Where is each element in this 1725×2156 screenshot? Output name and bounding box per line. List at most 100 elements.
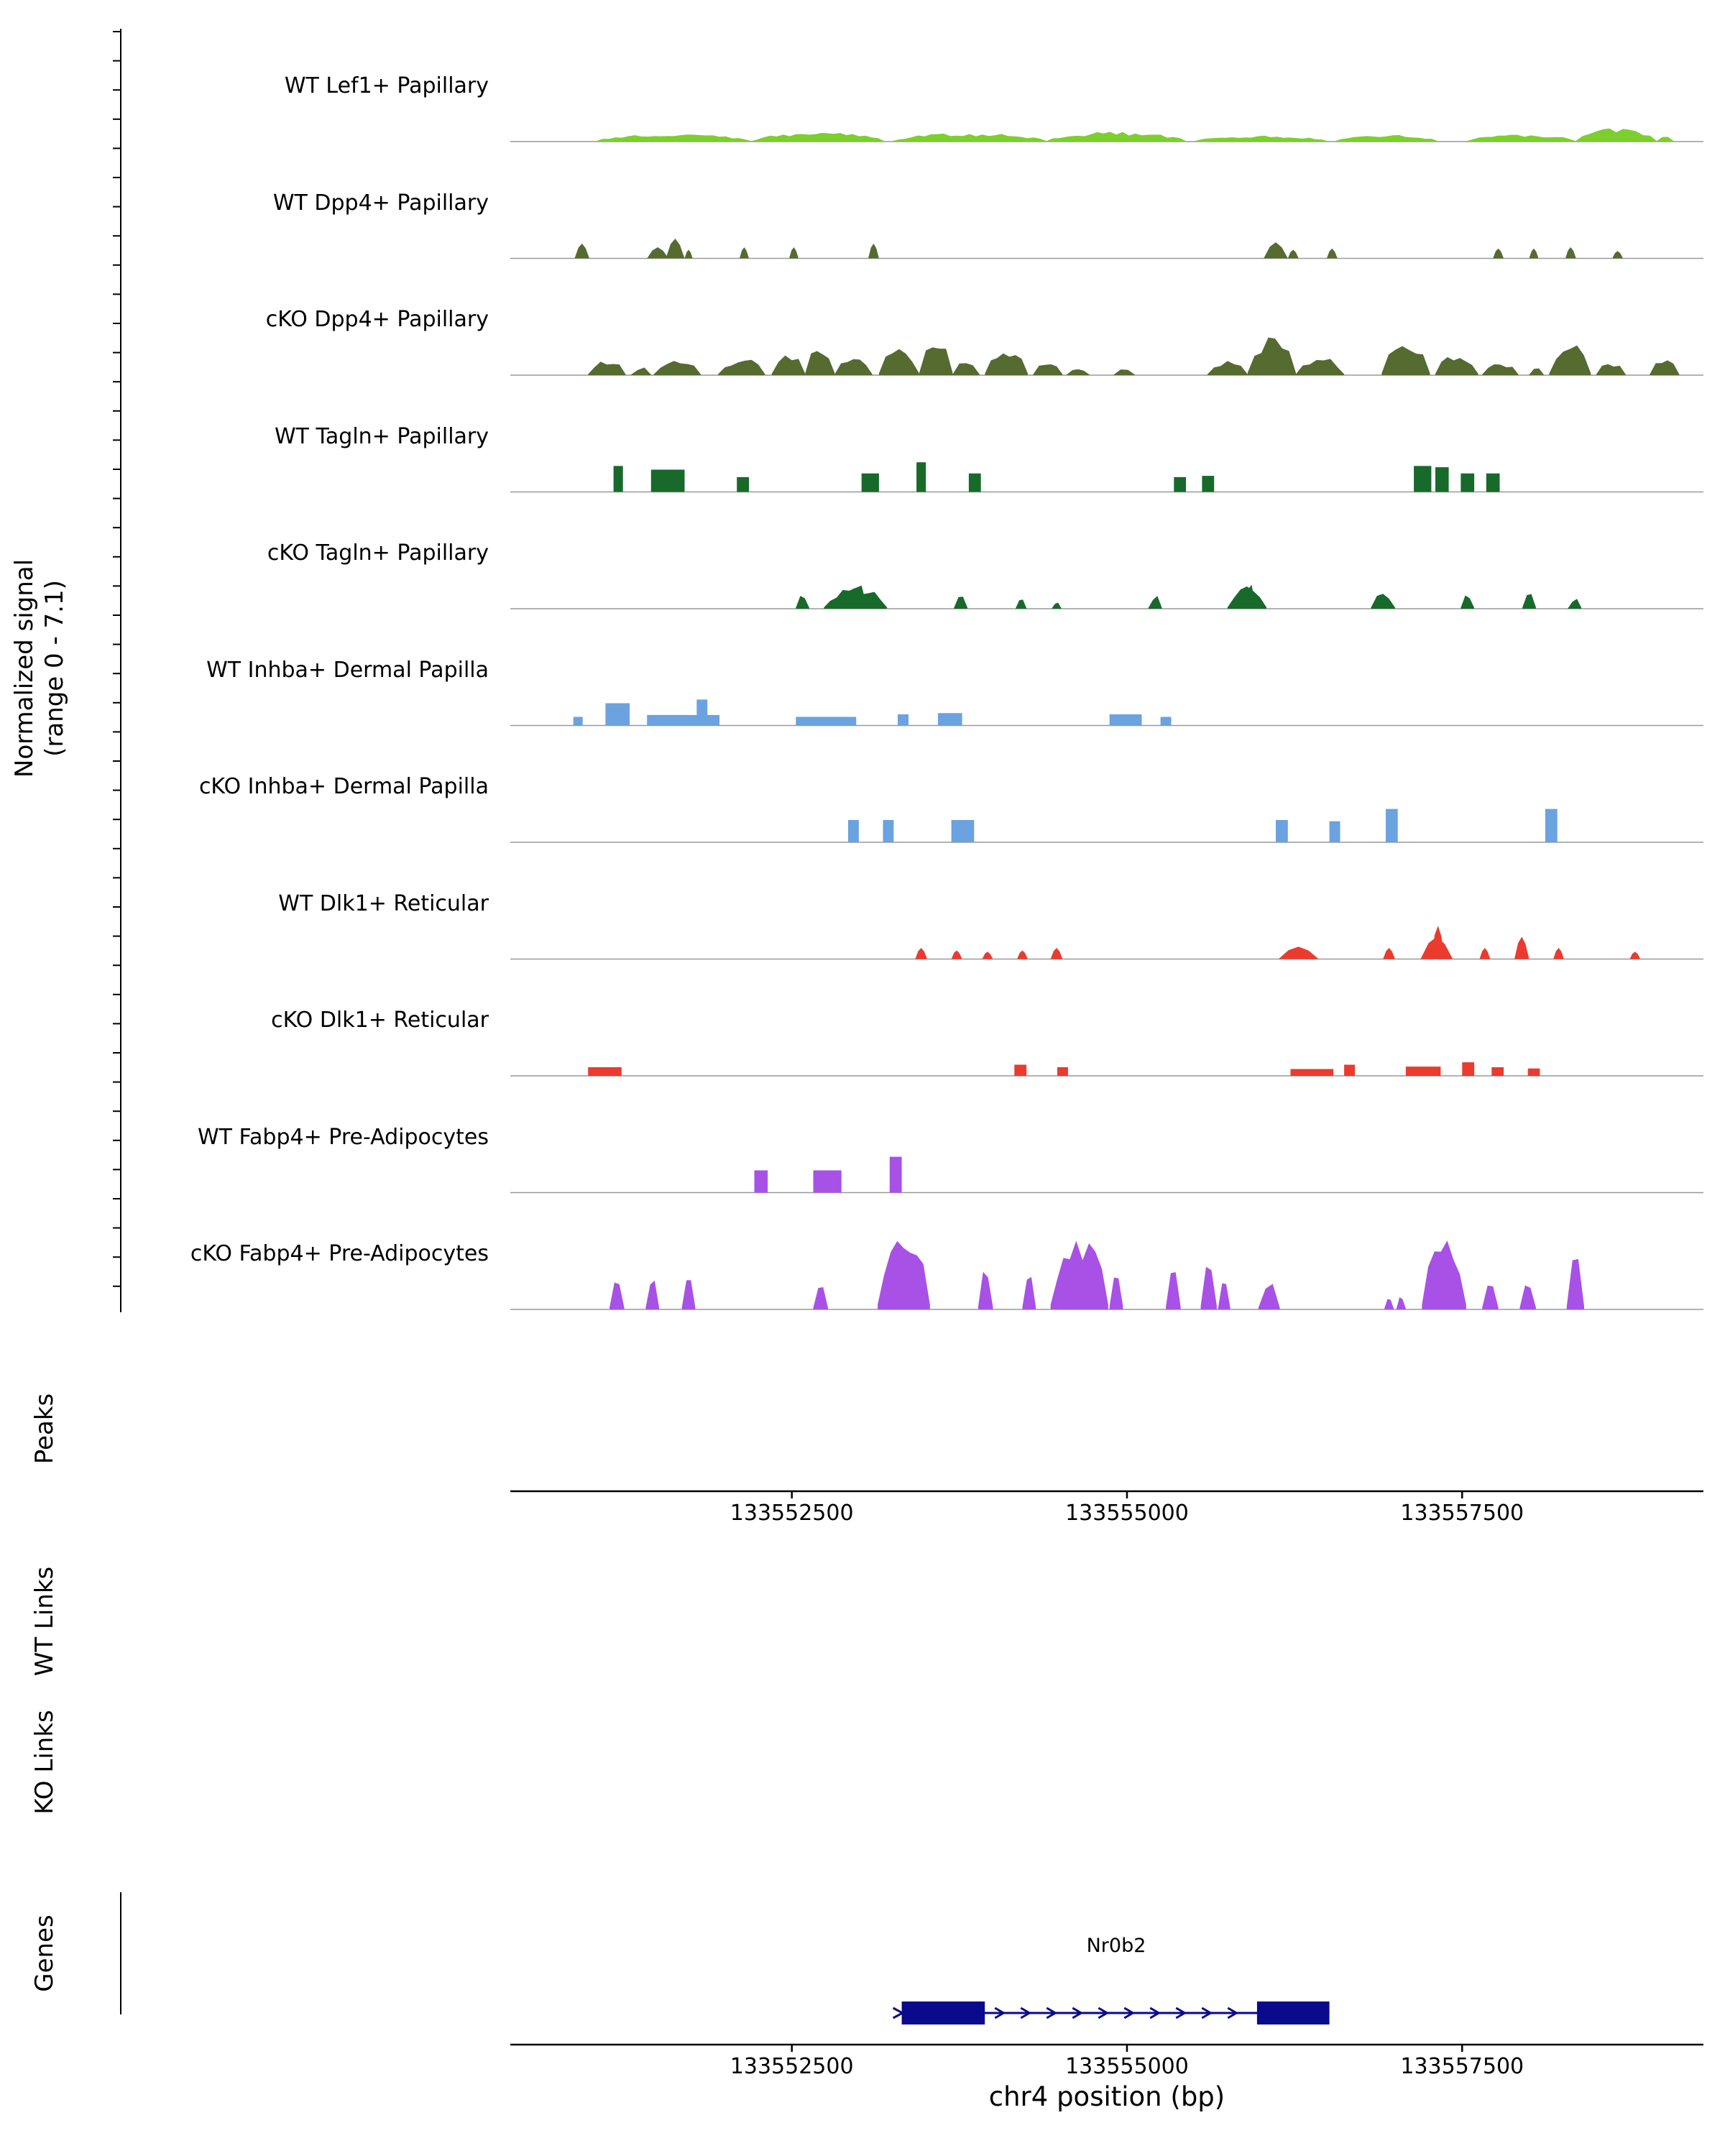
track-label: WT Lef1+ Papillary	[284, 73, 489, 98]
coverage-segment	[653, 361, 701, 375]
track-label: WT Fabp4+ Pre-Adipocytes	[198, 1124, 489, 1150]
coverage-segment	[883, 820, 894, 842]
gene-exon	[901, 2001, 985, 2024]
coverage-segment	[1545, 808, 1558, 842]
strand-arrow	[1072, 2007, 1084, 2019]
coverage-segment	[1326, 248, 1338, 259]
coverage-segment	[1200, 1266, 1217, 1309]
coverage-segment	[878, 1240, 930, 1309]
coverage-segment	[1290, 1069, 1334, 1076]
coverage-segment	[1017, 950, 1028, 959]
coverage-segment	[915, 948, 928, 959]
coverage-segment	[834, 359, 873, 375]
coverage-segment	[1057, 1067, 1068, 1076]
coverage-segment	[1033, 364, 1063, 375]
coverage-segment	[1422, 1240, 1466, 1309]
x-axis-tick-label: 133555000	[1065, 2054, 1189, 2079]
coverage-segment	[1462, 1062, 1475, 1076]
coverage-segment	[1174, 476, 1186, 492]
coverage-segment	[1565, 247, 1576, 259]
strand-arrow	[1149, 2007, 1162, 2019]
coverage-segment	[1460, 473, 1475, 492]
coverage-segment	[1529, 368, 1544, 375]
strand-arrow	[1046, 2007, 1058, 2019]
coverage-segment	[666, 239, 685, 259]
coverage-segment	[1278, 946, 1319, 959]
coverage-segment	[573, 717, 583, 726]
coverage-segment	[1067, 369, 1090, 375]
coverage-segment	[588, 1067, 622, 1076]
coverage-segment	[868, 243, 879, 259]
coverage-segment	[1529, 248, 1539, 259]
coverage-segment	[1435, 356, 1478, 375]
coverage-segment	[1386, 808, 1398, 842]
coverage-segment	[650, 469, 685, 492]
coverage-segment	[848, 820, 859, 842]
coverage-segment	[919, 347, 953, 375]
coverage-segment	[1596, 364, 1626, 375]
coverage-segment	[737, 476, 749, 492]
coverage-segment	[630, 367, 651, 375]
coverage-segment	[1166, 1272, 1181, 1309]
coverage-segment	[1549, 345, 1591, 375]
coverage-segment	[574, 243, 589, 259]
coverage-segment	[978, 1271, 993, 1309]
coverage-segment	[1384, 1299, 1394, 1309]
track-label: cKO Dpp4+ Papillary	[265, 307, 489, 332]
coverage-segment	[1553, 948, 1564, 959]
coverage-segment	[892, 133, 1047, 142]
coverage-segment	[1247, 337, 1296, 375]
x-axis-title: chr4 position (bp)	[988, 2081, 1225, 2112]
gene-exon	[1256, 2001, 1330, 2024]
strand-arrow	[1098, 2007, 1110, 2019]
coverage-segment	[1568, 599, 1582, 609]
coverage-segment	[1576, 128, 1657, 142]
strand-arrow	[1175, 2007, 1187, 2019]
x-axis-tick-label: 133552500	[730, 1501, 854, 1526]
coverage-segment	[1466, 134, 1576, 142]
x-axis-tick-label: 133552500	[730, 2054, 854, 2079]
coverage-segment	[647, 247, 669, 259]
coverage-segment	[1519, 1285, 1536, 1309]
x-axis-tick-label: 133557500	[1400, 2054, 1524, 2079]
coverage-segment	[1148, 596, 1162, 609]
coverage-segment	[796, 596, 809, 609]
y-axis-title-line2: (range 0 - 7.1)	[40, 580, 69, 757]
track-label: WT Dpp4+ Papillary	[272, 190, 489, 216]
coverage-segment	[1276, 820, 1288, 842]
coverage-segment	[805, 351, 835, 375]
strand-arrow	[892, 2007, 905, 2019]
coverage-segment	[952, 363, 980, 375]
coverage-segment	[1493, 248, 1504, 259]
strand-arrow	[1227, 2007, 1239, 2019]
coverage-segment	[1218, 1283, 1230, 1309]
coverage-segment	[1243, 584, 1256, 609]
coverage-segment	[1335, 135, 1438, 142]
coverage-segment	[850, 585, 868, 609]
coverage-segment	[878, 349, 919, 375]
coverage-segment	[696, 699, 708, 726]
coverage-segment	[1656, 137, 1674, 142]
x-axis-tick-label: 133555000	[1065, 1501, 1189, 1526]
coverage-segment	[1482, 364, 1519, 375]
coverage-segment	[1566, 1258, 1584, 1309]
coverage-segment	[916, 462, 926, 492]
track-label: cKO Tagln+ Papillary	[267, 540, 489, 566]
coverage-segment	[613, 466, 623, 492]
coverage-segment	[1371, 594, 1395, 609]
coverage-segment	[1046, 132, 1186, 142]
coverage-segment	[605, 703, 630, 726]
coverage-segment	[1383, 948, 1395, 959]
coverage-segment	[1194, 135, 1328, 142]
coverage-segment	[1650, 360, 1680, 375]
coverage-segment	[861, 473, 879, 492]
coverage-segment	[1435, 467, 1449, 492]
coverage-segment	[684, 249, 693, 259]
coverage-segment	[739, 247, 749, 259]
coverage-segment	[1264, 242, 1288, 259]
track-label: cKO Dlk1+ Reticular	[271, 1008, 489, 1033]
coverage-segment	[771, 355, 806, 375]
coverage-segment	[813, 1170, 842, 1193]
coverage-segment	[1207, 361, 1248, 375]
